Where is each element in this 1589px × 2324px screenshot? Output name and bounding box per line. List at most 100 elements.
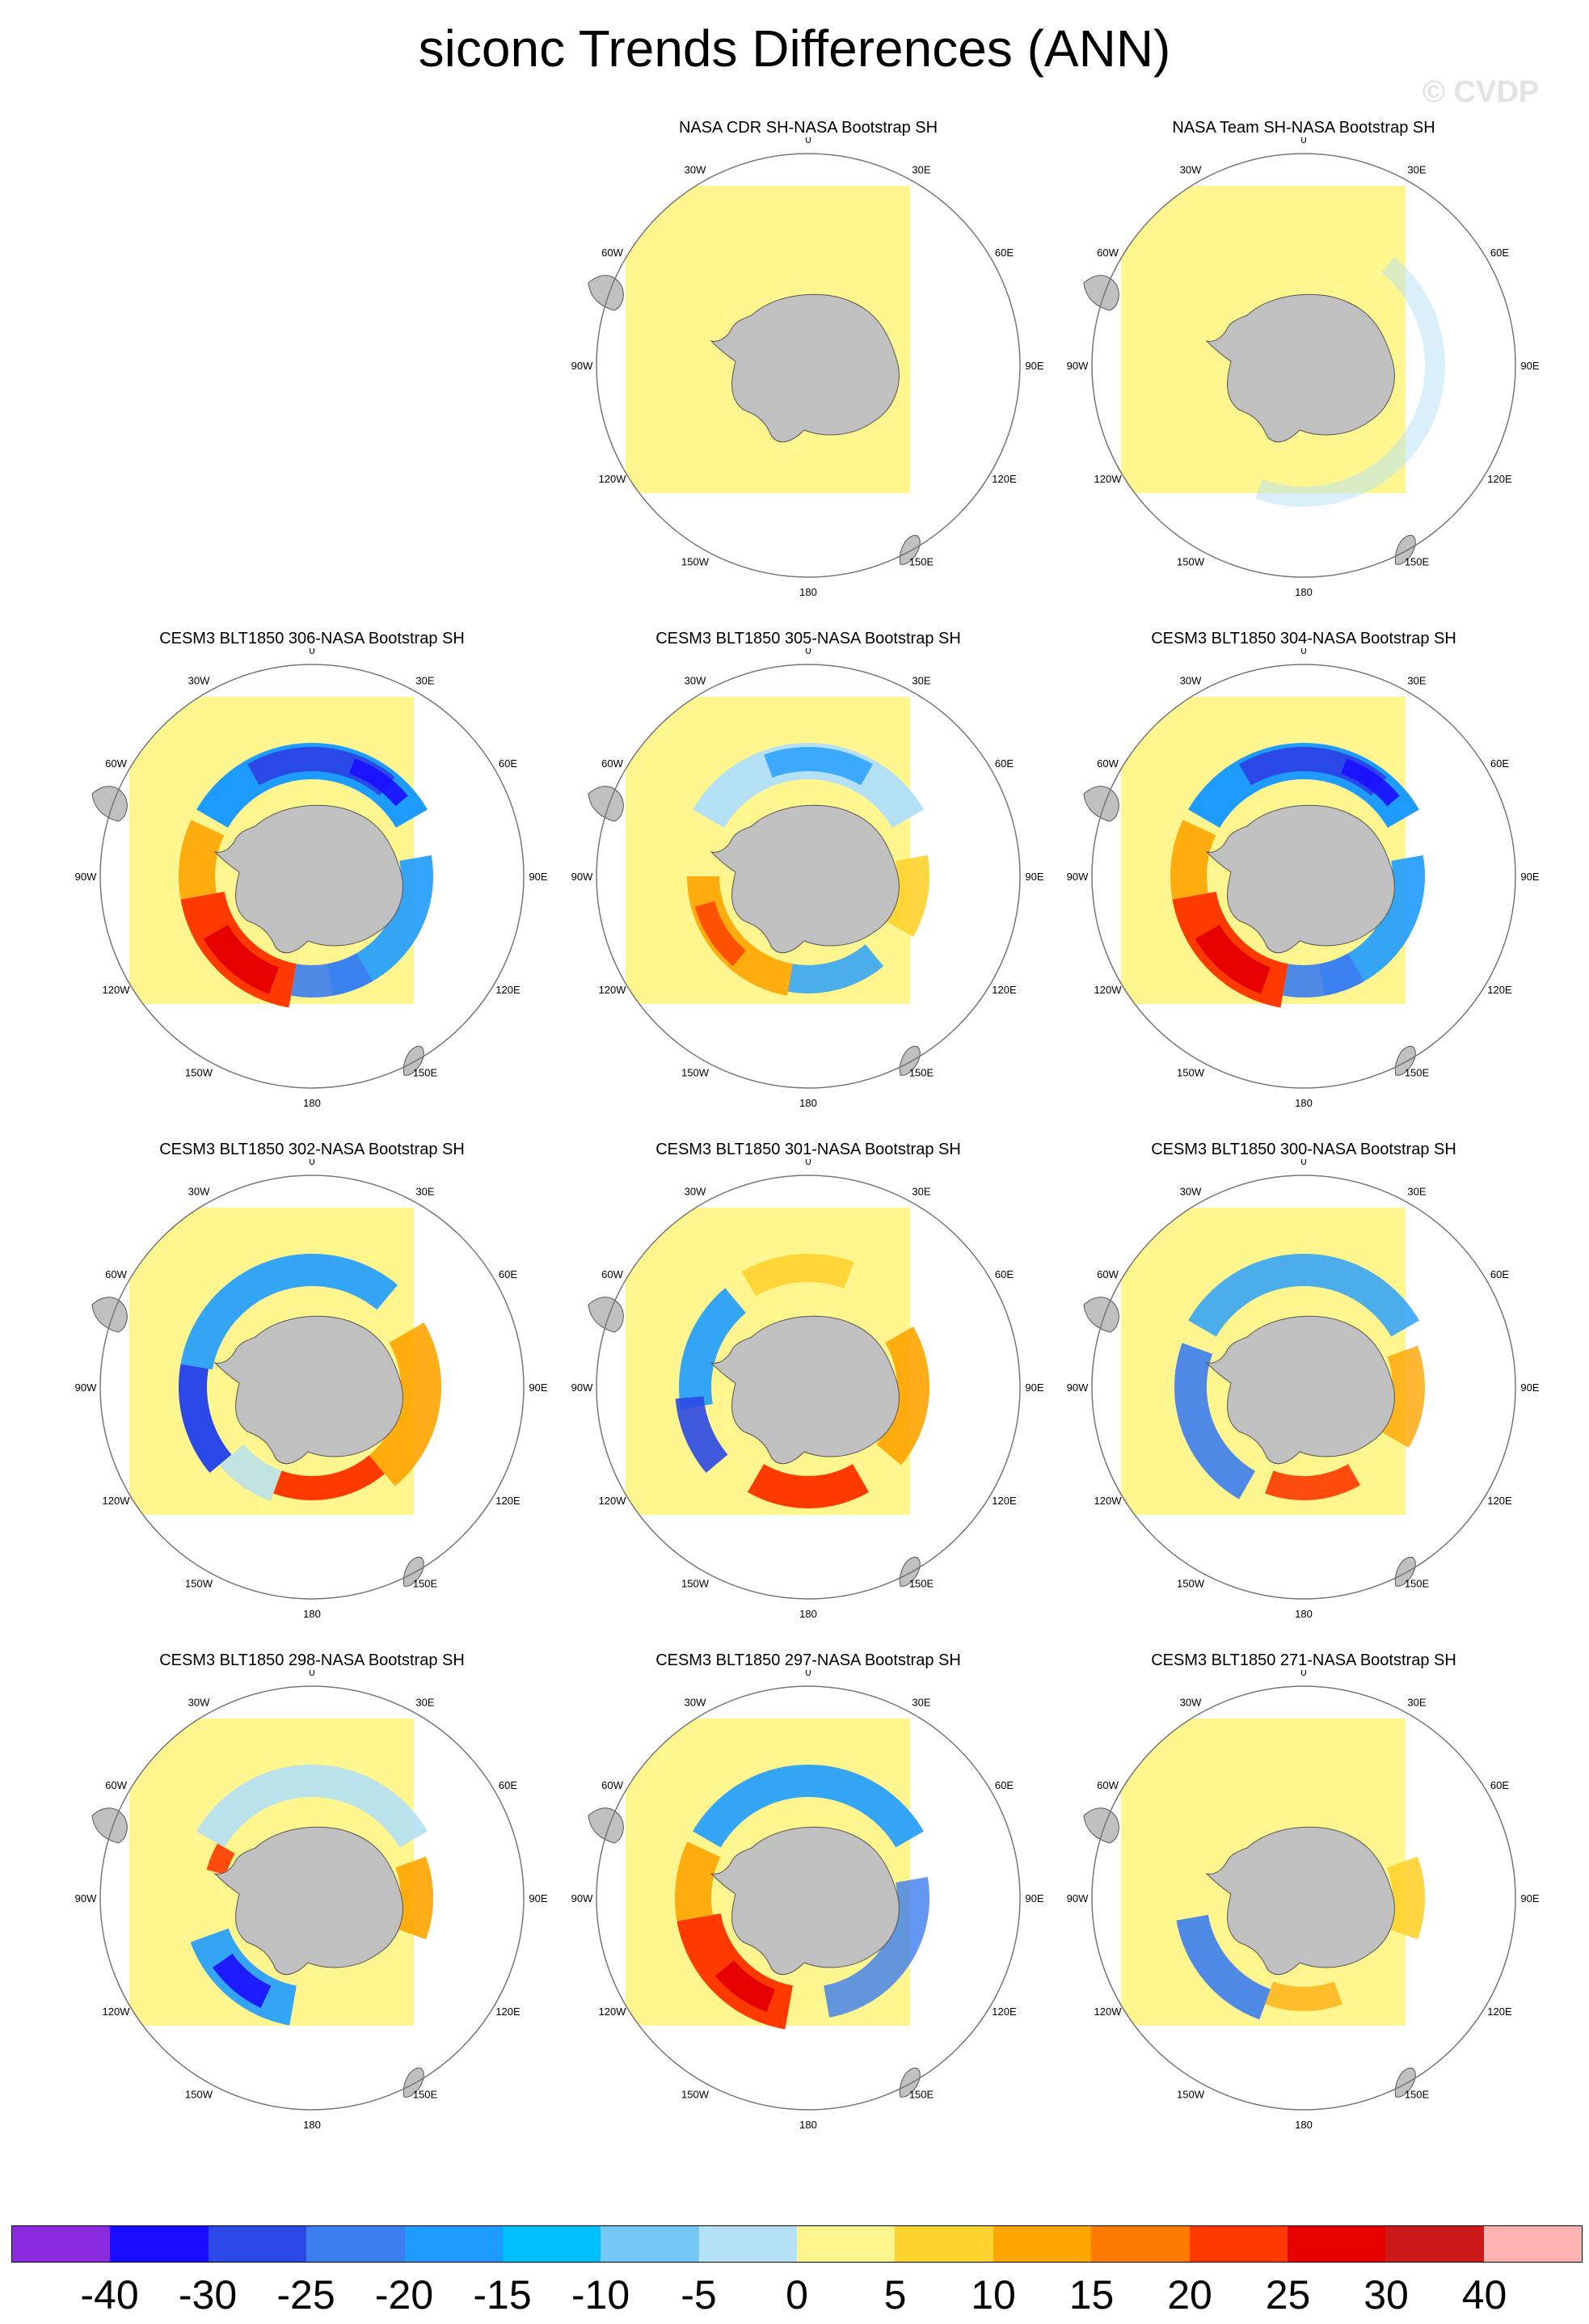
longitude-label: 180 xyxy=(1295,586,1313,598)
colorbar-tick-label: 15 xyxy=(1068,2272,1115,2318)
anomaly-region xyxy=(206,1843,235,1875)
anomaly-region xyxy=(349,758,408,807)
longitude-label: 150E xyxy=(413,2088,438,2100)
anomaly-region xyxy=(876,1326,929,1466)
longitude-label: 150E xyxy=(909,555,934,567)
longitude-label: 150W xyxy=(681,2088,710,2100)
polar-map: 0 30E 60E 90E 120E 150E 180 150W 120W 90W 60W 30W xyxy=(571,1670,1044,2131)
polar-map: 0 30E 60E 90E 120E 150E 180 150W 120W 90W 60W 30W xyxy=(571,1159,1044,1620)
longitude-label: 120W xyxy=(1094,984,1123,996)
longitude-label: 90E xyxy=(1025,360,1043,372)
colorbar-swatch xyxy=(993,2226,1092,2262)
antarctica-land xyxy=(710,1315,900,1465)
antarctica-land xyxy=(213,1315,403,1465)
antarctica-land xyxy=(213,804,403,954)
longitude-label: 30W xyxy=(685,164,706,176)
map-panel: CESM3 BLT1850 304-NASA Bootstrap SH 0 30E 6… xyxy=(1053,629,1554,1146)
longitude-label: 120W xyxy=(599,1495,627,1507)
anomaly-region xyxy=(1174,1343,1255,1499)
longitude-label: 90E xyxy=(1520,360,1539,372)
anomaly-region xyxy=(369,1322,441,1487)
south-america-land xyxy=(588,1297,624,1333)
longitude-label: 180 xyxy=(1295,1097,1313,1109)
polar-map: 0 30E 60E 90E 120E 150E 180 150W 120W 90W 60W 30W xyxy=(571,648,1044,1109)
map-panel: NASA CDR SH-NASA Bootstrap SH 0 30E 60E 90E 1… xyxy=(558,118,1059,635)
panel-title: CESM3 BLT1850 298-NASA Bootstrap SH xyxy=(159,1651,465,1669)
anomaly-region xyxy=(885,854,929,937)
map-boundary xyxy=(596,1175,1021,1600)
longitude-label: 180 xyxy=(799,1097,817,1109)
map-boundary xyxy=(596,1685,1021,2111)
figure-title: siconc Trends Differences (ANN) xyxy=(418,19,1171,78)
longitude-label: 30E xyxy=(1407,1186,1426,1198)
antarctica-land xyxy=(710,804,900,954)
anomaly-region xyxy=(1255,256,1445,507)
anomaly-region xyxy=(748,1464,869,1508)
south-america-land xyxy=(1083,275,1119,311)
longitude-label: 180 xyxy=(799,2119,817,2131)
longitude-label: 150E xyxy=(909,1577,934,1589)
longitude-label: 30E xyxy=(912,1186,930,1198)
colorbar-swatch xyxy=(601,2226,699,2262)
map-boundary xyxy=(99,1685,525,2111)
panel-title: CESM3 BLT1850 300-NASA Bootstrap SH xyxy=(1151,1141,1456,1158)
longitude-label: 30E xyxy=(1407,164,1426,176)
map-boundary xyxy=(1091,664,1516,1089)
longitude-label: 180 xyxy=(799,586,817,598)
longitude-label: 120E xyxy=(495,1495,521,1507)
colorbar-tick-label: 0 xyxy=(786,2272,808,2318)
longitude-label: 120W xyxy=(599,473,627,485)
colorbar-tick-label: -40 xyxy=(80,2272,139,2318)
longitude-label: 150W xyxy=(1177,555,1205,567)
map-boundary xyxy=(1091,1685,1516,2111)
anomaly-region xyxy=(715,1960,775,2012)
south-america-land xyxy=(1083,1807,1119,1844)
longitude-label: 120E xyxy=(992,473,1017,485)
longitude-label: 30E xyxy=(1407,1697,1426,1709)
longitude-label: 30E xyxy=(415,1186,434,1198)
longitude-label: 180 xyxy=(303,1608,321,1620)
longitude-label: 60E xyxy=(1490,1779,1509,1791)
anomaly-region xyxy=(219,1444,282,1501)
longitude-label: 60W xyxy=(1097,1779,1119,1791)
longitude-label: 0 xyxy=(1300,1670,1306,1678)
anomaly-region xyxy=(679,1288,746,1410)
longitude-label: 60E xyxy=(995,1268,1014,1280)
polar-map: 0 30E 60E 90E 120E 150E 180 150W 120W 90W 60W 30W xyxy=(1067,137,1540,598)
map-panel: CESM3 BLT1850 298-NASA Bootstrap SH 0 30E 6… xyxy=(61,1651,563,2168)
longitude-label: 30W xyxy=(1180,675,1202,687)
colorbar-swatch xyxy=(1385,2226,1484,2262)
colorbar-tick-labels: -40 -30 -25 -20 -15 -10 -5 0 5 10 15 20 25 30 40 xyxy=(0,2271,1589,2320)
longitude-label: 90W xyxy=(571,1381,593,1394)
new-zealand-land xyxy=(899,1556,921,1587)
anomaly-region xyxy=(787,944,884,993)
polar-map: 0 30E 60E 90E 120E 150E 180 150W 120W 90W 60W 30W xyxy=(75,1670,548,2131)
new-zealand-land xyxy=(1394,1045,1416,1076)
longitude-label: 150W xyxy=(1177,1066,1205,1078)
south-america-land xyxy=(588,275,624,311)
south-america-land xyxy=(588,1807,624,1844)
panel-title: CESM3 BLT1850 305-NASA Bootstrap SH xyxy=(655,630,961,647)
colorbar-tick-label: -25 xyxy=(276,2272,335,2318)
longitude-label: 0 xyxy=(1300,648,1306,656)
new-zealand-land xyxy=(403,2067,424,2098)
anomaly-region xyxy=(1265,1981,1342,2011)
longitude-label: 180 xyxy=(1295,1608,1313,1620)
panel-title: CESM3 BLT1850 271-NASA Bootstrap SH xyxy=(1151,1651,1456,1669)
longitude-label: 150E xyxy=(413,1066,438,1078)
longitude-label: 150W xyxy=(1177,2088,1205,2100)
longitude-label: 30W xyxy=(685,675,706,687)
longitude-label: 120E xyxy=(1487,2006,1512,2018)
colorbar-tick-label: 5 xyxy=(883,2272,907,2318)
colorbar-swatch xyxy=(797,2226,896,2262)
longitude-label: 60W xyxy=(1097,757,1119,770)
colorbar-swatch xyxy=(110,2226,209,2262)
anomaly-region xyxy=(203,925,279,994)
longitude-label: 120W xyxy=(1094,2006,1123,2018)
longitude-label: 150W xyxy=(185,1066,213,1078)
anomaly-region xyxy=(213,1953,272,2008)
longitude-label: 90W xyxy=(75,1381,97,1394)
longitude-label: 0 xyxy=(1300,1159,1306,1167)
map-panel: CESM3 BLT1850 271-NASA Bootstrap SH 0 30E 6… xyxy=(1053,1651,1554,2168)
longitude-label: 120W xyxy=(103,1495,131,1507)
